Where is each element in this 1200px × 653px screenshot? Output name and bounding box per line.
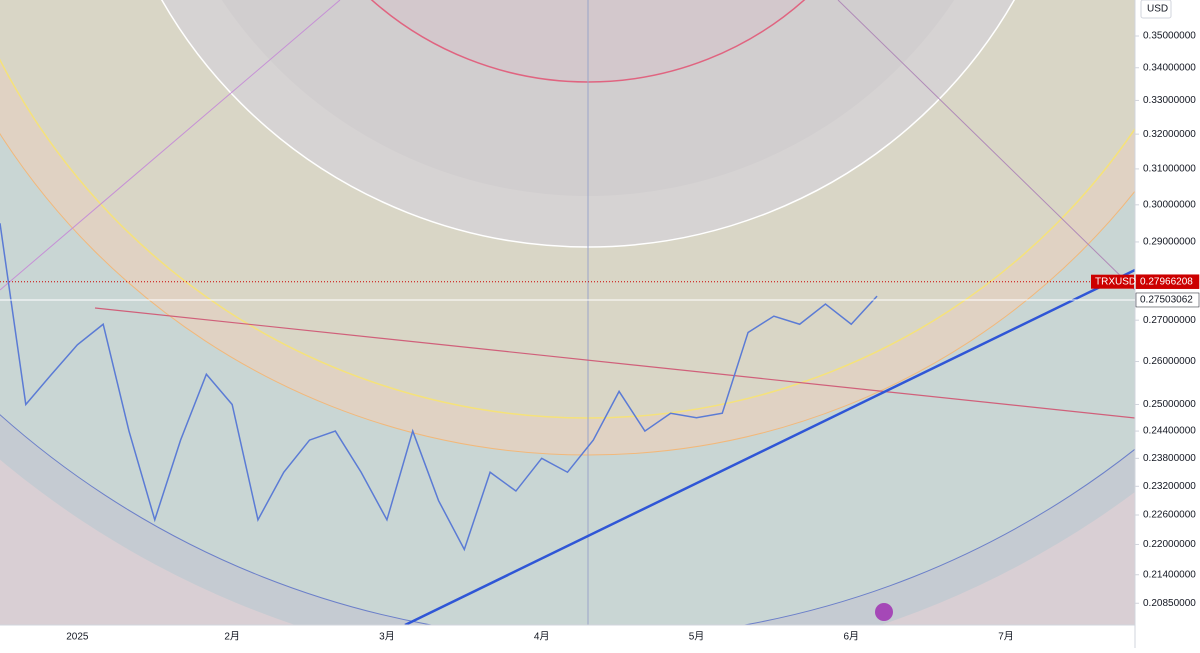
time-axis: [0, 625, 1135, 648]
y-tick-label: 0.22600000: [1143, 510, 1196, 521]
y-tick-label: 0.33000000: [1143, 95, 1196, 106]
x-tick-label: 2025: [66, 632, 89, 643]
currency-box[interactable]: [1140, 0, 1172, 19]
price-axis: [1135, 0, 1200, 648]
symbol-box: [1091, 274, 1134, 289]
y-tick-label: 0.34000000: [1143, 62, 1196, 73]
price-box: [1135, 274, 1200, 289]
trend-line: [94, 307, 1135, 419]
x-tick-label: 7月: [998, 631, 1014, 643]
y-tick-label: 0.32000000: [1143, 129, 1196, 140]
y-tick-label: 0.24400000: [1143, 426, 1196, 437]
symbol-label: TRXUSD: [1095, 276, 1136, 287]
y-tick-label: 0.25000000: [1143, 399, 1196, 410]
x-tick-label: 2月: [224, 631, 240, 643]
y-tick-label: 0.26000000: [1143, 356, 1196, 367]
diagonal-line: [837, 0, 1135, 291]
trend-line: [404, 268, 1135, 625]
price-label: 0.27966208: [1140, 276, 1193, 287]
y-tick-label: 0.21400000: [1143, 569, 1196, 580]
diagonal-line: [0, 0, 341, 291]
y-tick-label: 0.30000000: [1143, 199, 1196, 210]
x-tick-label: 5月: [689, 631, 705, 643]
y-tick-label: 0.20850000: [1143, 598, 1196, 609]
price-label: 0.27503062: [1140, 295, 1193, 306]
y-tick-label: 0.31000000: [1143, 164, 1196, 175]
y-tick-label: 0.29000000: [1143, 237, 1196, 248]
y-tick-label: 0.23200000: [1143, 481, 1196, 492]
y-tick-label: 0.35000000: [1143, 31, 1196, 42]
x-tick-label: 6月: [843, 631, 859, 643]
flash-icon[interactable]: [875, 603, 893, 621]
currency-label: USD: [1147, 4, 1168, 15]
x-tick-label: 3月: [379, 631, 395, 643]
price-box: [1135, 292, 1200, 308]
y-tick-label: 0.27000000: [1143, 315, 1196, 326]
y-tick-label: 0.22000000: [1143, 539, 1196, 550]
x-tick-label: 4月: [534, 631, 550, 643]
price-line: [0, 223, 878, 552]
y-tick-label: 0.23800000: [1143, 453, 1196, 464]
